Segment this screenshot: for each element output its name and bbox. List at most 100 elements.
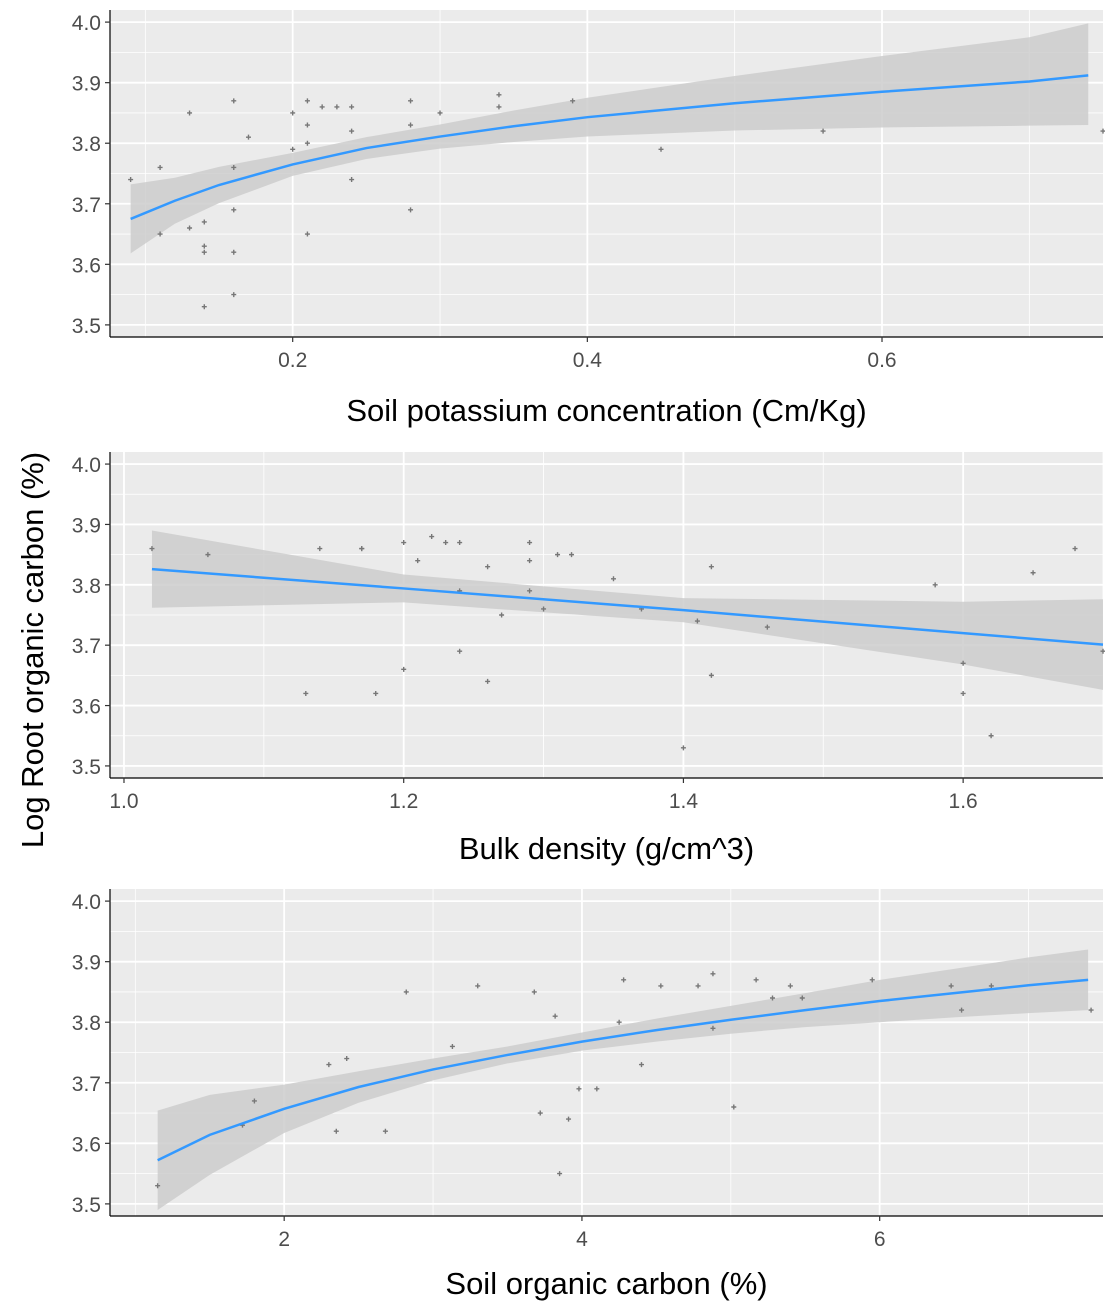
- data-point: [201, 304, 207, 310]
- data-point: [415, 558, 421, 564]
- data-point: [187, 110, 193, 116]
- data-point: [408, 207, 414, 213]
- data-point: [731, 1104, 737, 1110]
- data-point: [443, 540, 449, 546]
- confidence-band: [157, 949, 1089, 1210]
- x-axis-title: Soil organic carbon (%): [445, 1266, 767, 1301]
- confidence-band: [130, 23, 1089, 254]
- data-point: [869, 977, 875, 983]
- data-point: [349, 128, 355, 134]
- data-point: [527, 588, 533, 594]
- data-point: [658, 983, 664, 989]
- data-point: [570, 98, 576, 104]
- data-point: [496, 104, 502, 110]
- data-point: [552, 1013, 558, 1019]
- data-point: [231, 98, 237, 104]
- data-point: [304, 140, 310, 146]
- data-point: [787, 983, 793, 989]
- data-point: [527, 540, 533, 546]
- x-tick-label: 0.4: [573, 349, 603, 372]
- y-tick-label: 3.5: [72, 1194, 101, 1217]
- data-point: [1030, 570, 1036, 576]
- data-point: [157, 164, 163, 170]
- data-point: [359, 546, 365, 552]
- x-axis-title: Bulk density (g/cm^3): [459, 831, 754, 866]
- data-point: [149, 546, 155, 552]
- data-point: [569, 552, 575, 558]
- data-point: [349, 177, 355, 183]
- data-point: [382, 1128, 388, 1134]
- y-tick-label: 3.7: [72, 635, 101, 658]
- data-point: [334, 104, 340, 110]
- x-tick-label: 0.6: [867, 349, 896, 372]
- data-point: [576, 1086, 582, 1092]
- chart-panel-bulk-density: 3.5 3.6 3.7 3.8 3.9 4.0 1.0 1.2 1.4 1.6 Bulk densi…: [72, 452, 1105, 866]
- data-point: [317, 546, 323, 552]
- data-point: [231, 292, 237, 298]
- data-point: [245, 134, 251, 140]
- y-tick-label: 3.8: [72, 1012, 101, 1035]
- data-point: [457, 540, 463, 546]
- data-point: [333, 1128, 339, 1134]
- data-point: [710, 971, 716, 977]
- data-point: [485, 564, 491, 570]
- data-point: [764, 624, 770, 630]
- data-point: [437, 110, 443, 116]
- data-point: [557, 1171, 563, 1177]
- x-tick-label: 6: [874, 1228, 886, 1251]
- data-point: [610, 576, 616, 582]
- data-point: [290, 146, 296, 152]
- data-point: [457, 648, 463, 654]
- data-point: [449, 1043, 455, 1049]
- data-point: [555, 552, 561, 558]
- data-point: [231, 164, 237, 170]
- data-point: [304, 98, 310, 104]
- data-point: [537, 1110, 543, 1116]
- fit-line: [130, 74, 1089, 221]
- data-point: [959, 1007, 965, 1013]
- data-point: [201, 219, 207, 225]
- data-point: [373, 690, 379, 696]
- chart-panel-organic-carbon: 3.5 3.6 3.7 3.8 3.9 4.0 2 4 6 Soil organic carbon…: [72, 889, 1103, 1301]
- data-point: [960, 660, 966, 666]
- data-point: [658, 146, 664, 152]
- x-tick-label: 0.2: [278, 349, 307, 372]
- data-point: [326, 1062, 332, 1068]
- fit-line: [151, 567, 1104, 646]
- data-point: [638, 1062, 644, 1068]
- x-tick-label: 4: [576, 1228, 588, 1251]
- data-point: [621, 977, 627, 983]
- data-point: [753, 977, 759, 983]
- data-point: [205, 552, 211, 558]
- confidence-band: [151, 530, 1103, 690]
- y-tick-label: 3.8: [72, 133, 101, 156]
- data-point: [408, 122, 414, 128]
- y-tick-label: 4.0: [72, 891, 101, 914]
- y-tick-label: 3.7: [72, 194, 101, 217]
- data-point: [408, 98, 414, 104]
- x-tick-label: 1.4: [669, 790, 699, 813]
- y-tick-label: 4.0: [72, 454, 101, 477]
- data-point: [499, 612, 505, 618]
- data-point: [948, 983, 954, 989]
- data-point: [304, 231, 310, 237]
- y-tick-label: 3.5: [72, 315, 101, 338]
- data-point: [769, 995, 775, 1001]
- data-point: [201, 249, 207, 255]
- data-point: [231, 249, 237, 255]
- data-point: [1088, 1007, 1094, 1013]
- data-point: [527, 558, 533, 564]
- data-point: [496, 92, 502, 98]
- y-tick-label: 3.6: [72, 696, 101, 719]
- data-point: [485, 678, 491, 684]
- x-tick-label: 1.2: [389, 790, 418, 813]
- data-point: [710, 1025, 716, 1031]
- data-point: [401, 666, 407, 672]
- data-point: [187, 225, 193, 231]
- data-point: [128, 177, 134, 183]
- data-point: [531, 989, 537, 995]
- y-tick-label: 3.7: [72, 1073, 101, 1096]
- y-tick-label: 3.6: [72, 1133, 101, 1156]
- data-point: [344, 1056, 350, 1062]
